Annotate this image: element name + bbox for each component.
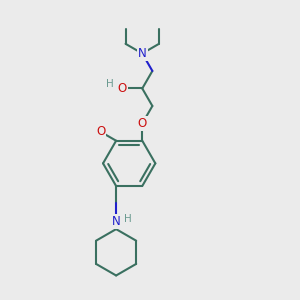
Text: O: O [96, 125, 105, 138]
Text: H: H [106, 79, 114, 89]
Text: N: N [138, 47, 147, 60]
Text: O: O [138, 117, 147, 130]
Text: H: H [124, 214, 131, 224]
Text: N: N [112, 215, 121, 228]
Text: O: O [117, 82, 127, 95]
